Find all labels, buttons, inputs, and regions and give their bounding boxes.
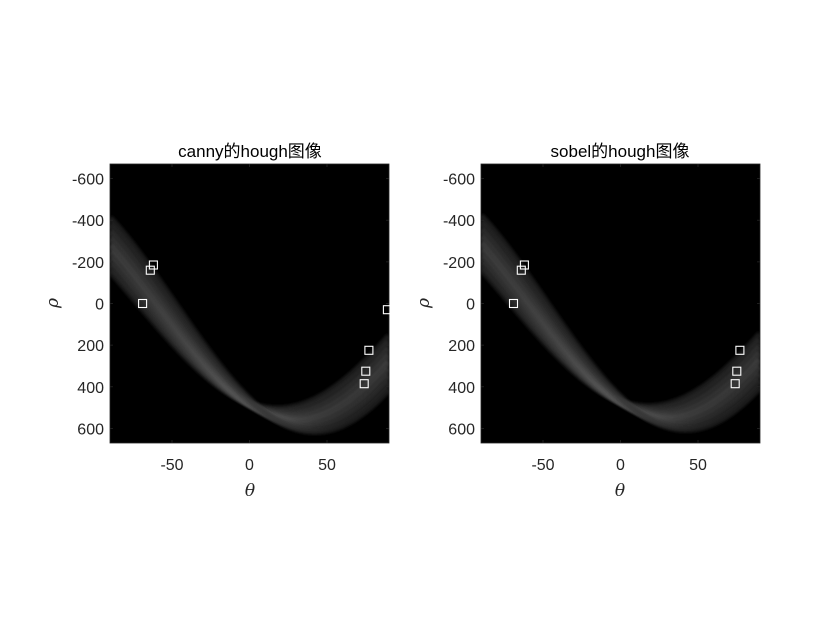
y-tick-label: -400 (72, 213, 104, 230)
peak-marker (138, 298, 148, 309)
peak-marker (519, 260, 529, 270)
peak-markers (138, 260, 392, 389)
chart-title: sobel的hough图像 (551, 142, 690, 161)
peak-marker (359, 379, 369, 389)
hough-curve-band (110, 215, 389, 435)
y-tick-label: -200 (72, 255, 104, 272)
y-tick-label: -200 (443, 255, 475, 272)
hough-curve-band (481, 213, 760, 433)
peak-marker (145, 265, 155, 275)
x-axis-label: θ (615, 481, 625, 501)
y-tick-label: 600 (448, 421, 475, 438)
y-tick-label: 400 (77, 380, 104, 397)
y-tick-label: -600 (72, 172, 104, 189)
hough-curve (481, 213, 760, 433)
peak-marker (364, 345, 374, 355)
peak-marker (361, 366, 371, 376)
y-axis-ticks: -600 -400 -200 0 200 400 600 (443, 172, 760, 438)
y-tick-label: 0 (466, 297, 475, 314)
y-tick-label: 200 (77, 338, 104, 355)
hough-curve (110, 215, 389, 435)
peak-marker (148, 260, 158, 270)
y-tick-label: 0 (95, 297, 104, 314)
chart-title: canny的hough图像 (178, 142, 322, 161)
x-tick-label: 50 (318, 457, 336, 474)
peak-markers (508, 260, 745, 389)
heatmap-area (481, 164, 760, 443)
heatmap-area (110, 164, 389, 443)
peak-marker (735, 345, 745, 355)
peak-marker (382, 305, 392, 315)
y-tick-label: -600 (443, 172, 475, 189)
peak-marker (508, 298, 519, 309)
y-tick-label: 400 (448, 380, 475, 397)
x-axis-label: θ (245, 481, 255, 501)
y-axis-label: ρ (414, 298, 434, 309)
peak-marker (730, 379, 740, 389)
x-tick-label: -50 (531, 457, 554, 474)
y-tick-label: -400 (443, 213, 475, 230)
x-tick-label: 50 (689, 457, 707, 474)
x-tick-label: -50 (160, 457, 183, 474)
y-tick-label: 200 (448, 338, 475, 355)
chart-panel-canny: canny的hough图像 -600 -400 -200 0 200 400 600 -50… (43, 142, 392, 501)
y-axis-ticks: -600 -400 -200 0 200 400 600 (72, 172, 389, 438)
chart-panel-sobel: sobel的hough图像 -600 -400 -200 0 200 400 600 -50… (414, 142, 761, 501)
y-axis-label: ρ (43, 298, 63, 309)
x-tick-label: 0 (616, 457, 625, 474)
peak-marker (732, 366, 742, 376)
y-tick-label: 600 (77, 421, 104, 438)
x-axis-ticks: -50 0 50 (160, 164, 336, 474)
peak-marker (516, 265, 526, 275)
x-axis-ticks: -50 0 50 (531, 164, 707, 474)
x-tick-label: 0 (245, 457, 254, 474)
